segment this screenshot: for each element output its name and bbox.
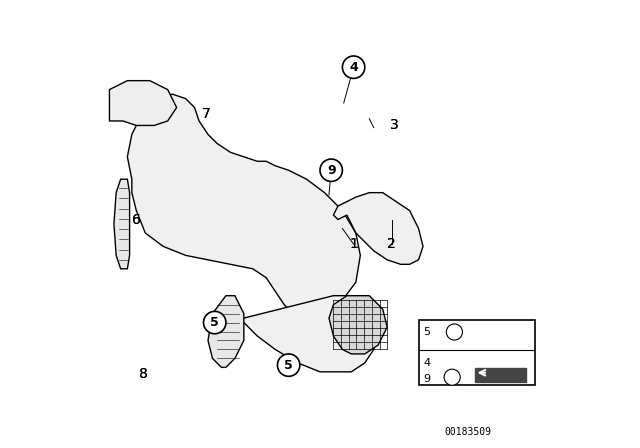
Bar: [419, 320, 535, 385]
Polygon shape: [333, 193, 423, 264]
Text: 2: 2: [387, 237, 396, 251]
Polygon shape: [475, 368, 526, 382]
Polygon shape: [114, 179, 130, 269]
Text: 5: 5: [423, 327, 430, 337]
Polygon shape: [127, 94, 360, 318]
Circle shape: [204, 311, 226, 334]
Text: 9: 9: [423, 374, 430, 383]
Circle shape: [444, 369, 460, 385]
Polygon shape: [329, 296, 387, 354]
Text: 7: 7: [202, 107, 210, 121]
Text: 4: 4: [423, 358, 430, 367]
Text: 4: 4: [349, 60, 358, 74]
Circle shape: [446, 324, 463, 340]
Text: 5: 5: [284, 358, 293, 372]
Text: 6: 6: [132, 212, 141, 227]
Circle shape: [342, 56, 365, 78]
Text: 6: 6: [132, 212, 141, 227]
Text: 3: 3: [390, 118, 398, 133]
Circle shape: [320, 159, 342, 181]
Polygon shape: [230, 296, 378, 372]
Text: 2: 2: [387, 237, 396, 251]
Text: 9: 9: [327, 164, 335, 177]
FancyBboxPatch shape: [96, 0, 544, 448]
Text: 3: 3: [390, 118, 398, 133]
Text: 00183509: 00183509: [444, 427, 492, 437]
Text: 8: 8: [139, 367, 147, 381]
Text: 1: 1: [349, 237, 358, 251]
Polygon shape: [109, 81, 177, 125]
Polygon shape: [208, 296, 244, 367]
Circle shape: [278, 354, 300, 376]
Text: 8: 8: [139, 367, 147, 381]
Text: 1: 1: [349, 237, 358, 251]
Text: 7: 7: [202, 107, 210, 121]
Text: 5: 5: [211, 316, 219, 329]
